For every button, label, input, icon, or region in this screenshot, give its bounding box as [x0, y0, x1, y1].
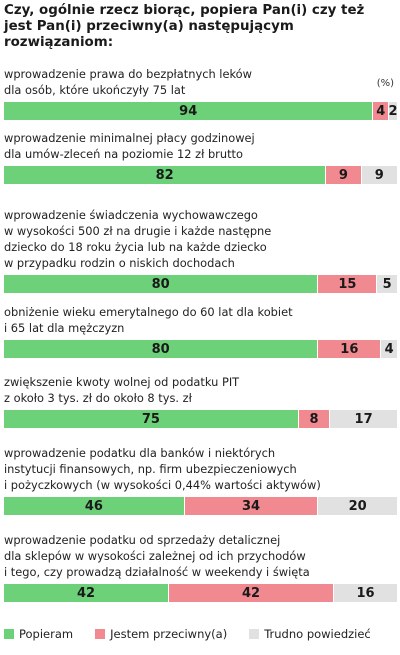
data-label: 15	[338, 276, 357, 292]
legend: Popieram Jestem przeciwny(a) Trudno powi…	[4, 627, 393, 641]
bar-segment-support: 80	[4, 275, 319, 293]
category-label-line: wprowadzenie świadczenia wychowawczego	[4, 208, 258, 222]
data-label: 4	[376, 103, 386, 119]
data-label: 42	[76, 585, 96, 601]
chart-title: Czy, ogólnie rzecz biorąc, popiera Pan(i…	[4, 3, 365, 50]
chart-row: wprowadzenie prawa do bezpłatnych leków d…	[4, 66, 398, 120]
data-label: 75	[141, 411, 160, 427]
chart-row: wprowadzenie podatku od sprzedaży detali…	[4, 532, 398, 602]
category-label-line: w wysokości 500 zł na drugie i każde nas…	[4, 224, 272, 238]
bar-segment-unsure: 2	[388, 102, 398, 120]
bar-segment-unsure: 4	[381, 340, 397, 358]
category-label-line: wprowadzenie minimalnej płacy godzinowej	[4, 131, 255, 145]
data-label: 16	[340, 341, 359, 357]
stacked-bar: 94 4 2	[4, 102, 398, 120]
legend-swatch-oppose	[95, 629, 106, 639]
category-label-line: dziecko do 18 roku życia lub na każde dz…	[4, 240, 267, 254]
bar-segment-unsure: 20	[318, 497, 397, 515]
bar-segment-support: 46	[4, 497, 185, 515]
stacked-bar: 75 8 17	[4, 410, 397, 428]
legend-item-unsure: Trudno powiedzieć	[249, 627, 371, 641]
bar-segment-support: 80	[4, 340, 319, 358]
bar-segment-unsure: 17	[330, 410, 397, 428]
category-label: zwiększenie kwoty wolnej od podatku PIT z…	[4, 374, 398, 406]
category-label-line: i pożyczkowych (w wysokości 0,44% wartoś…	[4, 478, 321, 492]
bar-segment-oppose: 42	[169, 584, 335, 602]
data-label: 34	[242, 498, 261, 514]
bar-segment-support: 82	[4, 166, 327, 184]
category-label-line: obniżenie wieku emerytalnego do 60 lat d…	[4, 305, 293, 319]
data-label: 2	[388, 103, 398, 119]
bar-segment-oppose: 16	[318, 340, 382, 358]
stacked-bar: 80 16 4	[4, 340, 397, 358]
data-label: 42	[242, 585, 261, 601]
legend-swatch-support	[4, 629, 14, 639]
stacked-bar: 46 34 20	[4, 497, 397, 515]
category-label-line: instytucji finansowych, np. firm ubezpie…	[4, 462, 297, 476]
stacked-bar: 80 15 5	[4, 275, 397, 293]
data-label: 94	[179, 103, 198, 119]
legend-item-oppose: Jestem przeciwny(a)	[95, 627, 227, 641]
bar-segment-oppose: 8	[298, 410, 331, 428]
data-label: 9	[374, 167, 384, 183]
category-label: wprowadzenie podatku od sprzedaży detali…	[4, 532, 398, 580]
category-label-line: dla umów-zleceń na poziomie 12 zł brutto	[4, 147, 243, 161]
bar-segment-oppose: 15	[318, 275, 378, 293]
data-label: 20	[348, 498, 367, 514]
category-label-line: wprowadzenie prawa do bezpłatnych leków	[4, 67, 252, 81]
category-label-line: dla osób, które ukończyły 75 lat	[4, 83, 186, 97]
bar-segment-oppose: 9	[326, 166, 362, 184]
category-label-line: z około 3 tys. zł do około 8 tys. zł	[4, 391, 192, 405]
category-label-line: w przypadku rodzin o niskich dochodach	[4, 256, 235, 270]
bar-segment-unsure: 5	[377, 275, 397, 293]
data-label: 9	[338, 167, 348, 183]
category-label-line: i 65 lat dla mężczyzn	[4, 321, 125, 335]
category-label: wprowadzenie minimalnej płacy godzinowej…	[4, 130, 398, 162]
legend-label-unsure: Trudno powiedzieć	[264, 627, 371, 641]
chart-row: wprowadzenie świadczenia wychowawczego w …	[4, 207, 398, 293]
category-label: wprowadzenie świadczenia wychowawczego w …	[4, 207, 398, 271]
category-label: wprowadzenie podatku dla banków i niektó…	[4, 445, 398, 493]
data-label: 4	[384, 341, 394, 357]
bar-segment-oppose: 34	[184, 497, 319, 515]
data-label: 80	[151, 341, 170, 357]
data-label: 46	[84, 498, 103, 514]
data-label: 16	[356, 585, 375, 601]
chart-row: zwiększenie kwoty wolnej od podatku PIT z…	[4, 374, 398, 428]
data-label: 5	[382, 276, 392, 292]
chart-row: wprowadzenie podatku dla banków i niektó…	[4, 445, 398, 515]
bar-segment-unsure: 16	[334, 584, 397, 602]
category-label-line: wprowadzenie podatku dla banków i niektó…	[4, 446, 276, 460]
chart-row: wprowadzenie minimalnej płacy godzinowej…	[4, 130, 398, 184]
legend-swatch-unsure	[249, 629, 260, 639]
bar-segment-unsure: 9	[361, 166, 397, 184]
data-label: 80	[151, 276, 170, 292]
stacked-bar: 82 9 9	[4, 166, 397, 184]
chart-row: obniżenie wieku emerytalnego do 60 lat d…	[4, 304, 398, 358]
bar-segment-oppose: 4	[373, 102, 390, 120]
category-label-line: wprowadzenie podatku od sprzedaży detali…	[4, 533, 281, 547]
category-label: obniżenie wieku emerytalnego do 60 lat d…	[4, 304, 398, 336]
stacked-bar: 42 42 16	[4, 584, 397, 602]
data-label: 82	[155, 167, 174, 183]
category-label: wprowadzenie prawa do bezpłatnych leków d…	[4, 66, 398, 98]
category-label-line: zwiększenie kwoty wolnej od podatku PIT	[4, 375, 240, 389]
legend-label-oppose: Jestem przeciwny(a)	[110, 627, 228, 641]
bar-segment-support: 75	[4, 410, 299, 428]
data-label: 17	[354, 411, 373, 427]
legend-label-support: Popieram	[19, 627, 74, 641]
percent-unit-note: (%)	[376, 78, 394, 89]
legend-item-support: Popieram	[4, 627, 73, 641]
category-label-line: dla sklepów w wysokości zależnej od ich …	[4, 549, 306, 563]
bar-segment-support: 42	[4, 584, 170, 602]
category-label-line: i tego, czy prowadzą działalność w weeke…	[4, 565, 310, 579]
bar-segment-support: 94	[4, 102, 374, 120]
data-label: 8	[309, 411, 319, 427]
